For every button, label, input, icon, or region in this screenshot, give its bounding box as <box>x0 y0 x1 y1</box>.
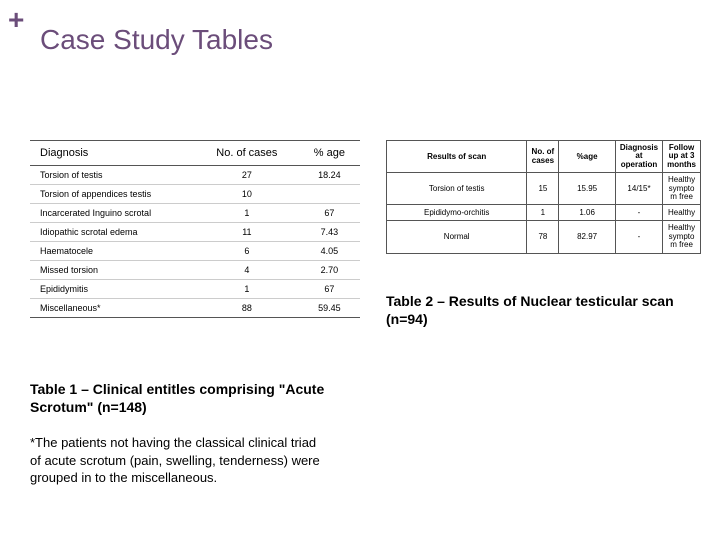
table-cell: Torsion of testis <box>387 173 527 205</box>
table-cell: 4.05 <box>299 242 360 261</box>
t2-col-4: Follow up at 3 months <box>663 141 701 173</box>
table-cell: Missed torsion <box>30 261 195 280</box>
table-cell: 67 <box>299 204 360 223</box>
table-cell: 78 <box>527 221 559 253</box>
table-cell: 4 <box>195 261 299 280</box>
table-cell: Torsion of testis <box>30 166 195 185</box>
table2: Results of scan No. of cases %age Diagno… <box>386 140 701 254</box>
table-cell: 27 <box>195 166 299 185</box>
table-cell: Epididymo-orchitis <box>387 205 527 221</box>
table-cell: 88 <box>195 299 299 318</box>
table-cell: Incarcerated Inguino scrotal <box>30 204 195 223</box>
table-cell: 14/15* <box>615 173 662 205</box>
t2-col-1: No. of cases <box>527 141 559 173</box>
table-cell <box>299 185 360 204</box>
table-cell: 18.24 <box>299 166 360 185</box>
table-row: Haematocele64.05 <box>30 242 360 261</box>
table-row: Epididymo-orchitis11.06-Healthy <box>387 205 701 221</box>
table-cell: 67 <box>299 280 360 299</box>
table1-container: Diagnosis No. of cases % age Torsion of … <box>30 140 360 318</box>
table2-container: Results of scan No. of cases %age Diagno… <box>386 140 701 254</box>
table-cell: Epididymitis <box>30 280 195 299</box>
table-cell: Normal <box>387 221 527 253</box>
table-cell: Miscellaneous* <box>30 299 195 318</box>
table1-caption: Table 1 – Clinical entitles comprising "… <box>30 380 350 416</box>
table-cell: Torsion of appendices testis <box>30 185 195 204</box>
table-cell: Haematocele <box>30 242 195 261</box>
table-cell: Healthy sympto m free <box>663 221 701 253</box>
t1-col-0: Diagnosis <box>30 141 195 166</box>
t2-col-2: %age <box>559 141 615 173</box>
table-cell: 11 <box>195 223 299 242</box>
table-row: Torsion of testis2718.24 <box>30 166 360 185</box>
table2-caption: Table 2 – Results of Nuclear testicular … <box>386 292 706 328</box>
table1: Diagnosis No. of cases % age Torsion of … <box>30 140 360 318</box>
table-cell: 1 <box>195 204 299 223</box>
table-cell: 82.97 <box>559 221 615 253</box>
table-cell: 15 <box>527 173 559 205</box>
t2-col-0: Results of scan <box>387 141 527 173</box>
table-row: Miscellaneous*8859.45 <box>30 299 360 318</box>
table-cell: - <box>615 221 662 253</box>
table-row: Normal7882.97-Healthy sympto m free <box>387 221 701 253</box>
table-cell: 59.45 <box>299 299 360 318</box>
table-row: Idiopathic scrotal edema117.43 <box>30 223 360 242</box>
table-cell: Idiopathic scrotal edema <box>30 223 195 242</box>
t1-col-1: No. of cases <box>195 141 299 166</box>
table-cell: Healthy sympto m free <box>663 173 701 205</box>
table-cell: 7.43 <box>299 223 360 242</box>
table-row: Torsion of appendices testis10 <box>30 185 360 204</box>
table-cell: 2.70 <box>299 261 360 280</box>
table-cell: Healthy <box>663 205 701 221</box>
table-cell: 1.06 <box>559 205 615 221</box>
table-cell: - <box>615 205 662 221</box>
table-row: Torsion of testis1515.9514/15*Healthy sy… <box>387 173 701 205</box>
table-row: Incarcerated Inguino scrotal167 <box>30 204 360 223</box>
table-cell: 10 <box>195 185 299 204</box>
footnote: *The patients not having the classical c… <box>30 434 330 487</box>
table-cell: 15.95 <box>559 173 615 205</box>
plus-icon: + <box>8 8 32 32</box>
table-cell: 6 <box>195 242 299 261</box>
t1-col-2: % age <box>299 141 360 166</box>
table-cell: 1 <box>195 280 299 299</box>
t2-col-3: Diagnosis at operation <box>615 141 662 173</box>
table-cell: 1 <box>527 205 559 221</box>
table-row: Epididymitis167 <box>30 280 360 299</box>
table-row: Missed torsion42.70 <box>30 261 360 280</box>
page-title: Case Study Tables <box>40 24 273 56</box>
